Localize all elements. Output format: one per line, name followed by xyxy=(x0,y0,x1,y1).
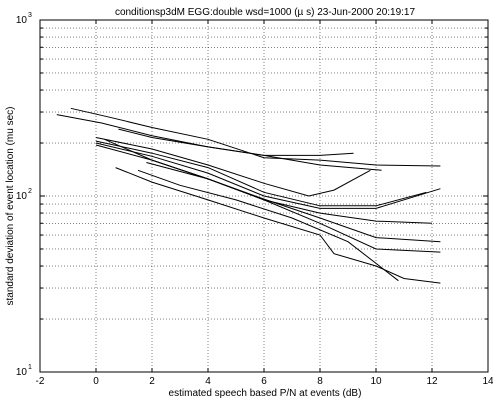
series-line-2 xyxy=(70,107,441,167)
series-line-6 xyxy=(95,142,441,209)
series-lines xyxy=(56,107,441,284)
series-line-5 xyxy=(95,140,427,207)
y-tick-exponent: 3 xyxy=(28,12,32,19)
series-line-9 xyxy=(146,162,441,253)
y-tick-exponent: 2 xyxy=(28,188,32,195)
series-line-11 xyxy=(115,167,441,284)
y-tick-exponent: 1 xyxy=(28,364,32,371)
x-tick-label: -2 xyxy=(36,376,45,387)
x-tick-label: 6 xyxy=(261,376,267,387)
y-tick-label: 10 xyxy=(16,367,28,378)
series-line-4 xyxy=(95,137,371,197)
y-tick-label: 10 xyxy=(16,15,28,26)
series-line-8 xyxy=(104,138,441,243)
x-tick-label: 8 xyxy=(317,376,323,387)
series-line-10 xyxy=(137,169,399,282)
x-tick-label: 2 xyxy=(149,376,155,387)
x-tick-label: 0 xyxy=(93,376,99,387)
x-axis-label: estimated speech based P/N at events (dB… xyxy=(169,388,362,399)
y-tick-label: 10 xyxy=(16,191,28,202)
x-tick-label: 10 xyxy=(370,376,382,387)
x-tick-label: 4 xyxy=(205,376,211,387)
series-line-3 xyxy=(118,128,382,171)
x-tick-label: 12 xyxy=(426,376,438,387)
y-axis-label: standard deviation of event location (mu… xyxy=(5,107,16,306)
x-tick-label: 14 xyxy=(482,376,493,387)
chart-title: conditionsp3dM EGG:double wsd=1000 (µ s)… xyxy=(115,7,416,18)
